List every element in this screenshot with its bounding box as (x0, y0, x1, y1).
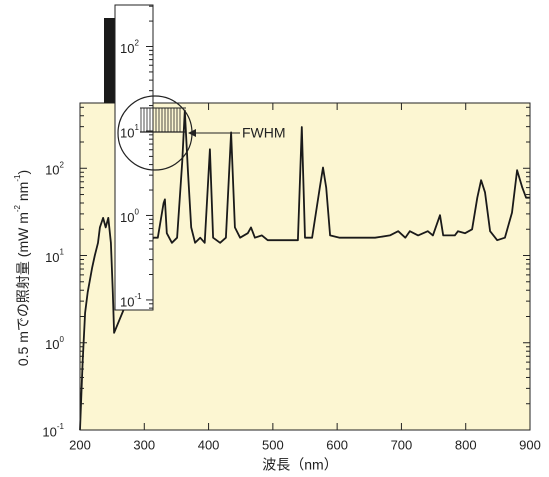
y-axis-label: 0.5 mでの照射量 (mW m-2 nm-1) (13, 170, 31, 366)
x-tick-label: 700 (391, 437, 413, 452)
y-tick-label: 100 (45, 335, 64, 352)
fwhm-arrowhead (188, 129, 196, 137)
y-tick-exponent: 2 (60, 160, 65, 169)
y-tick-exponent: -1 (134, 292, 142, 301)
x-tick-label: 600 (326, 437, 348, 452)
y-tick-exponent: 2 (134, 39, 139, 48)
x-tick-label: 900 (519, 437, 541, 452)
inset-bar (104, 18, 115, 103)
fwhm-label: FWHM (242, 125, 286, 141)
y-tick-exponent: -1 (57, 422, 65, 431)
y-tick-exponent: 0 (134, 208, 139, 217)
x-tick-label: 400 (198, 437, 220, 452)
y-tick-exponent: 1 (134, 123, 139, 132)
plot-frame (79, 102, 531, 431)
x-tick-label: 500 (262, 437, 284, 452)
x-tick-label: 300 (133, 437, 155, 452)
y-tick-exponent: 1 (60, 248, 65, 257)
inset-panel (114, 4, 154, 311)
y-tick-label: 102 (45, 160, 64, 177)
y-axis-label-part: nm (15, 182, 31, 205)
x-tick-label: 800 (455, 437, 477, 452)
y-tick-label: 101 (45, 248, 64, 265)
y-axis-label-part: -1 (13, 174, 22, 182)
y-tick-exponent: 0 (60, 335, 65, 344)
x-axis-label: 波長（nm） (262, 457, 337, 473)
y-tick-label: 10-1 (42, 422, 64, 439)
plot-background (80, 103, 530, 430)
spectrum-line (79, 109, 530, 431)
x-tick-label: 200 (69, 437, 91, 452)
y-axis-label-part: 0.5 mでの照射量 (mW m (15, 212, 31, 366)
y-axis-label-part: -2 (13, 204, 22, 212)
y-axis-label-part: ) (15, 170, 31, 175)
